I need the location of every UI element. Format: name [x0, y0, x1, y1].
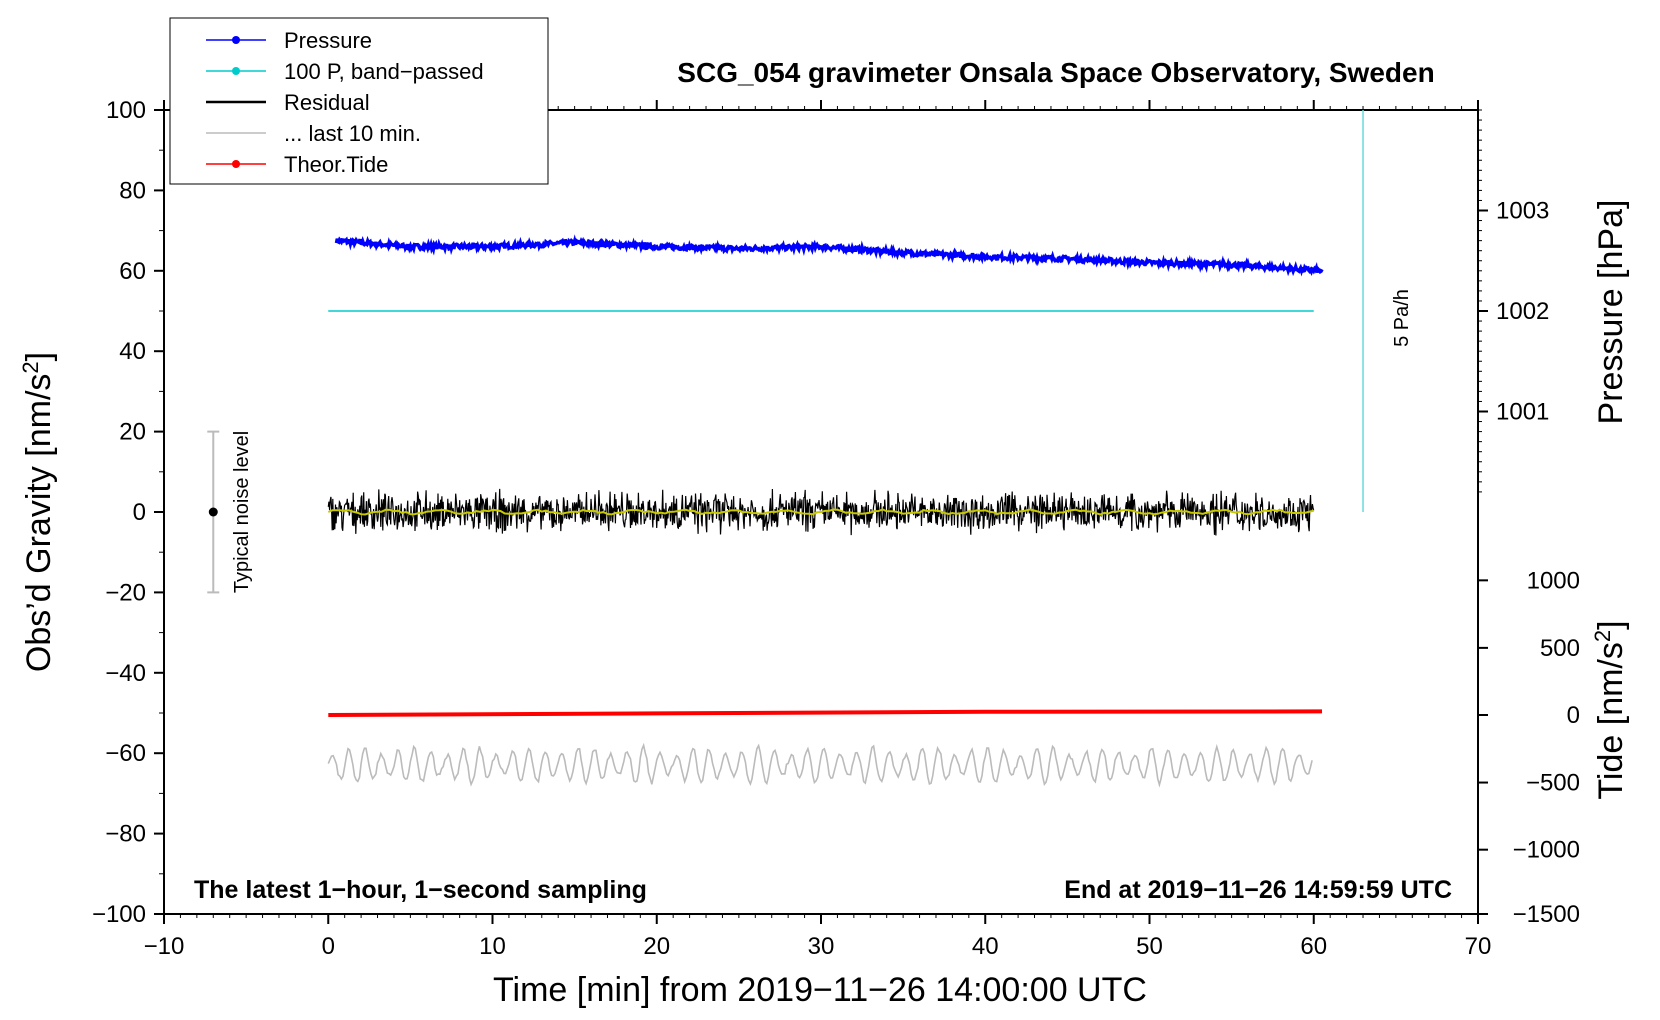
chart-title: SCG_054 gravimeter Onsala Space Observat… — [677, 57, 1434, 88]
pressure-tick-label: 1003 — [1496, 198, 1549, 225]
tide-tick-label: −500 — [1526, 770, 1580, 797]
legend-marker — [232, 67, 240, 75]
pressure-tick-label: 1001 — [1496, 399, 1549, 426]
y-tick-label: −60 — [105, 740, 146, 767]
x-tick-label: 60 — [1300, 933, 1327, 960]
tide-tick-label: 500 — [1540, 635, 1580, 662]
legend-label: Theor.Tide — [284, 152, 388, 177]
series-residual — [327, 488, 1315, 536]
legend-label: 100 P, band−passed — [284, 59, 484, 84]
y-tick-label: 60 — [119, 258, 146, 285]
y-axis-label-tide: Tide [nm/s2] — [1590, 620, 1630, 799]
y-tick-label: −40 — [105, 660, 146, 687]
legend-label: Residual — [284, 90, 370, 115]
y-tick-label: 100 — [106, 97, 146, 124]
series-theor-tide — [328, 709, 1323, 717]
legend-label: ... last 10 min. — [284, 121, 421, 146]
legend-label: Pressure — [284, 28, 372, 53]
x-tick-label: 10 — [479, 933, 506, 960]
tide-tick-label: −1500 — [1513, 901, 1580, 928]
x-tick-label: 40 — [972, 933, 999, 960]
y-tick-label: −100 — [92, 901, 146, 928]
x-tick-label: 20 — [643, 933, 670, 960]
legend-marker — [232, 160, 240, 168]
note-latest-hour: The latest 1−hour, 1−second sampling — [194, 876, 647, 904]
series-pressure — [334, 234, 1324, 277]
pressure-tick-label: 1002 — [1496, 298, 1549, 325]
y-tick-label: −20 — [105, 579, 146, 606]
y-tick-label: 80 — [119, 177, 146, 204]
series-last-10-min — [327, 742, 1313, 788]
scale-bar-label: 5 Pa/h — [1391, 289, 1413, 347]
y-tick-label: 40 — [119, 338, 146, 365]
series-residual-smoothed — [327, 508, 1315, 516]
y-axis-label-pressure: Pressure [hPa] — [1592, 200, 1630, 425]
noise-bar-label: Typical noise level — [231, 431, 253, 593]
legend-marker — [232, 36, 240, 44]
noise-bar-dot — [208, 507, 218, 517]
note-end-time: End at 2019−11−26 14:59:59 UTC — [1064, 876, 1452, 904]
x-tick-label: −10 — [144, 933, 185, 960]
tide-tick-label: −1000 — [1513, 837, 1580, 864]
y-tick-label: 20 — [119, 419, 146, 446]
x-tick-label: 0 — [322, 933, 335, 960]
legend: Pressure 100 P, band−passed Residual ... la… — [169, 17, 549, 185]
tide-tick-label: 0 — [1567, 702, 1580, 729]
x-axis-label: Time [min] from 2019−11−26 14:00:00 UTC — [493, 971, 1147, 1009]
y-tick-label: −80 — [105, 821, 146, 848]
y-axis-label-left: Obs’d Gravity [nm/s2] — [18, 352, 58, 672]
x-tick-label: 50 — [1136, 933, 1163, 960]
y-tick-label: 0 — [133, 499, 146, 526]
x-tick-label: 70 — [1465, 933, 1492, 960]
tide-tick-label: 1000 — [1527, 567, 1580, 594]
x-tick-label: 30 — [808, 933, 835, 960]
